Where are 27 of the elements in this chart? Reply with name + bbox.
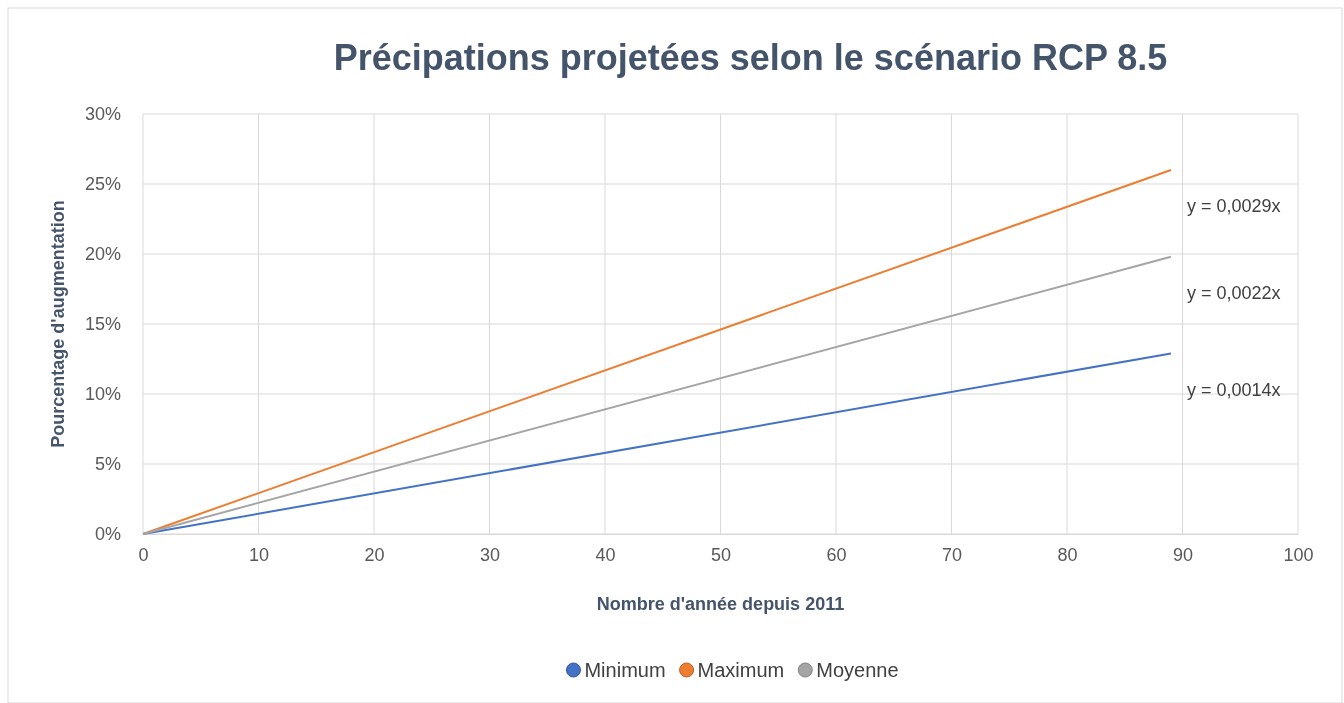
x-tick-label: 80 [1057,544,1078,565]
x-tick-label: 70 [941,544,963,565]
y-tick-label: 20% [84,244,121,265]
y-tick-label: 25% [84,174,121,195]
x-tick-label: 0 [138,544,149,565]
y-tick-label: 30% [84,104,121,125]
legend-label: Maximum [697,659,785,681]
x-tick-label: 40 [595,544,616,565]
x-tick-label: 20 [364,544,385,565]
x-tick-label: 30 [479,544,501,565]
y-tick-label: 0% [94,524,121,545]
x-tick-label: 60 [826,544,847,565]
y-tick-label: 15% [84,314,121,335]
x-tick-label: 10 [248,544,270,565]
legend-label: Moyenne [816,659,899,681]
x-axis-title: Nombre d'année depuis 2011 [596,594,845,614]
x-tick-label: 100 [1283,544,1314,565]
x-tick-label: 90 [1172,544,1194,565]
chart-title: Précipations projetées selon le scénario RCP 8.5 [333,37,1168,78]
x-tick-label: 50 [710,544,732,565]
y-axis-title: Pourcentage d'augmentation [48,200,68,448]
annotation: y = 0,0029x [1186,196,1281,217]
y-tick-label: 5% [94,454,121,475]
legend-label: Minimum [584,659,666,681]
annotation: y = 0,0022x [1186,283,1281,304]
annotation: y = 0,0014x [1186,379,1281,400]
y-tick-label: 10% [84,384,121,405]
